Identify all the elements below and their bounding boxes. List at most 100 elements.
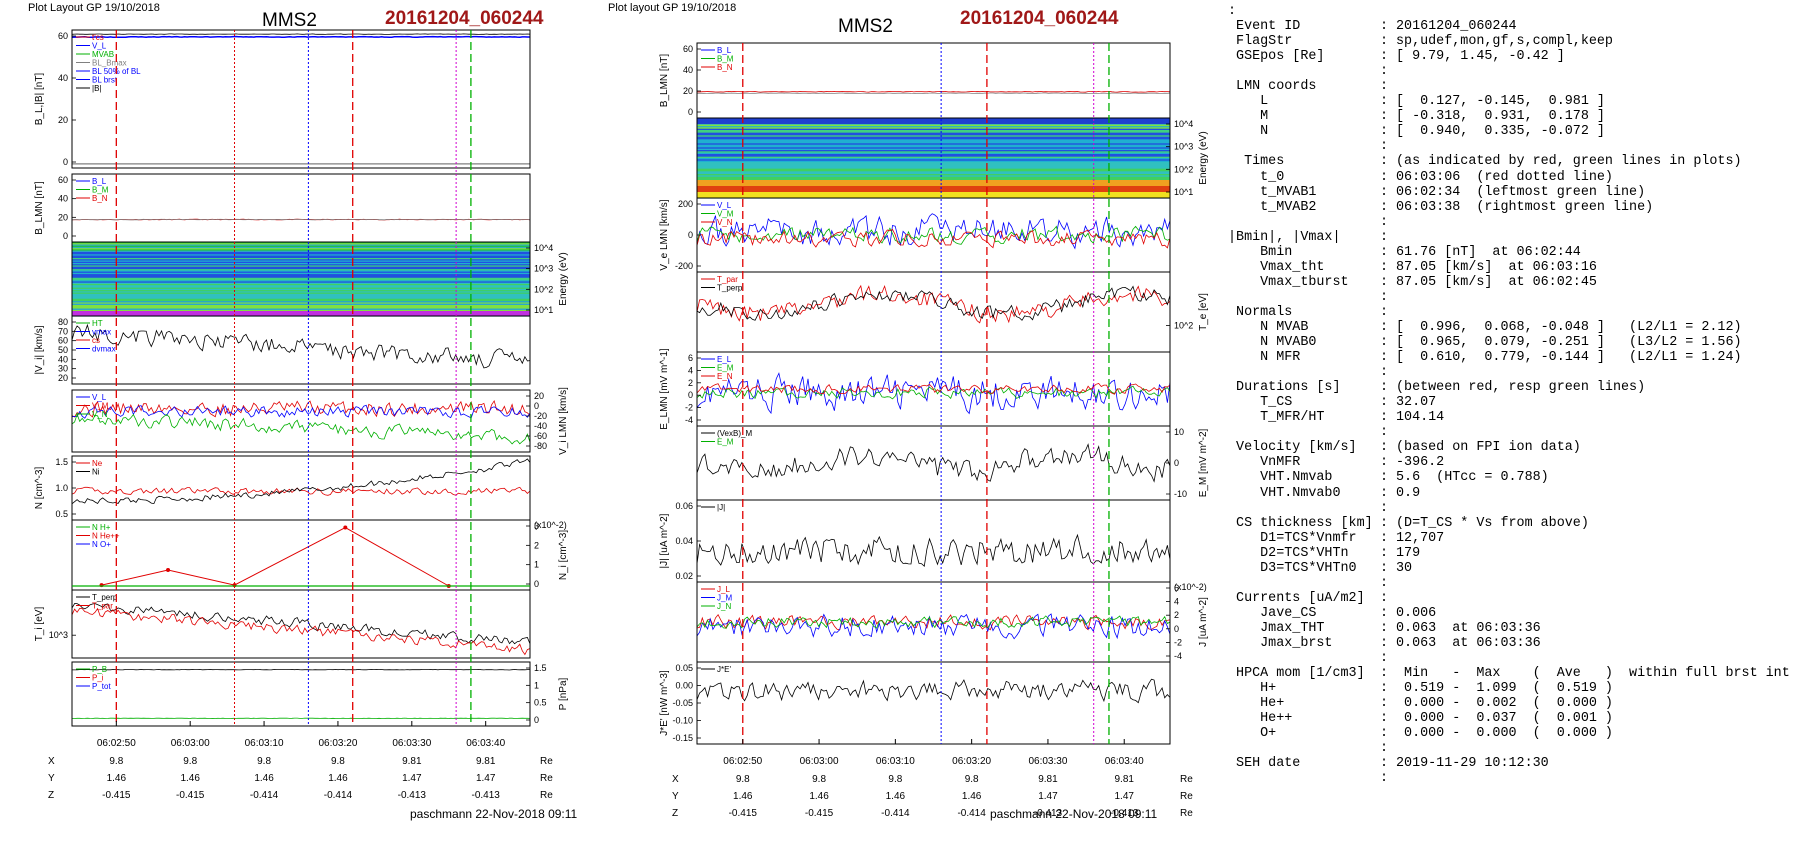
right-layout-label: Plot layout GP 19/10/2018 — [608, 2, 737, 14]
y-tick-label: -20 — [534, 411, 547, 421]
info-row: Event ID:20161204_060244 — [1228, 19, 1790, 34]
orbit-value: 9.81 — [1038, 774, 1058, 785]
legend-entry: E_M — [717, 364, 734, 373]
info-row: : — [1228, 771, 1790, 786]
info-key: D3=TCS*VHTn0 — [1228, 560, 1357, 576]
series-line — [71, 603, 531, 645]
legend-entry: V_L — [92, 42, 107, 51]
y-tick-label: 1 — [534, 560, 539, 570]
spectrogram-band — [72, 295, 530, 297]
spectrogram-band — [72, 271, 530, 274]
legend-entry: (VexB)_M — [717, 429, 752, 438]
legend-entry: T_par — [92, 602, 113, 611]
legend-entry: BL brst — [92, 76, 118, 85]
legend-entry: T_perp — [92, 593, 118, 602]
spectrogram-band — [72, 270, 530, 273]
legend-entry: Ne — [92, 459, 103, 468]
y-axis-label: B_LMN [nT] — [34, 181, 45, 235]
y-tick-label: -0.05 — [672, 698, 693, 708]
info-row: T_CS:32.07 — [1228, 395, 1790, 410]
spectrogram-band — [697, 147, 1170, 150]
info-colon: : — [1380, 756, 1389, 772]
info-row: N MFR: [ 0.610, 0.779, -0.144 ] (L2/L1 = … — [1228, 350, 1790, 365]
y-tick-label: 0 — [63, 157, 68, 167]
info-key: SEH date — [1228, 756, 1301, 772]
info-value: 0.9 — [1396, 485, 1421, 501]
info-colon: : — [1380, 49, 1389, 65]
info-key: Velocity [km/s] — [1228, 440, 1357, 456]
panel-frame — [71, 661, 531, 727]
info-row: CS thickness [km]: (D=T_CS * Vs from abov… — [1228, 516, 1790, 531]
spectrogram-band — [697, 158, 1170, 160]
spectrogram-band — [697, 128, 1170, 131]
info-colon: : — [1380, 605, 1389, 621]
spectrogram-band — [697, 143, 1170, 146]
orbit-value: 1.46 — [107, 773, 127, 784]
spectrogram-band — [697, 192, 1170, 198]
spectrogram-band — [72, 309, 530, 312]
info-row: T_MFR/HT:104.14 — [1228, 410, 1790, 425]
spectrogram-band — [697, 166, 1170, 168]
legend-entry: B_L — [92, 177, 107, 186]
series-line — [696, 678, 1171, 704]
info-colon: : — [1380, 64, 1389, 80]
spectrogram-band — [72, 275, 530, 278]
info-colon: : — [1380, 590, 1389, 606]
spectrogram-band — [72, 299, 530, 302]
orbit-value: 9.81 — [402, 756, 422, 767]
spectrogram-band — [72, 286, 530, 289]
y-tick-label: 4 — [1174, 597, 1179, 607]
series-line — [72, 717, 531, 720]
info-key: N MFR — [1228, 350, 1301, 366]
y-tick-label: 1.5 — [55, 457, 68, 467]
legend-entry: MVAB — [92, 50, 114, 59]
info-key: He+ — [1228, 696, 1285, 712]
orbit-value: -0.414 — [250, 790, 279, 801]
event-info-panel: : Event ID:20161204_060244 FlagStr: sp,ud… — [1228, 4, 1790, 786]
spectrogram-band — [72, 246, 530, 249]
info-colon: : — [1380, 681, 1389, 697]
spectrogram-band — [697, 171, 1170, 174]
info-row: H+: 0.519 - 1.099 ( 0.519 ) — [1228, 681, 1790, 696]
legend-entry: vmax — [92, 328, 111, 337]
x-tick-label: 06:03:30 — [1028, 756, 1067, 767]
info-colon: : — [1380, 500, 1389, 516]
spectrogram-band — [72, 307, 530, 310]
spectrogram-band — [697, 180, 1170, 186]
info-colon: : — [1380, 771, 1389, 787]
orbit-value: -0.413 — [1034, 808, 1063, 819]
info-key: CS thickness [km] — [1228, 515, 1373, 531]
spectrogram-band — [72, 242, 530, 244]
panel: 10^4 10^3 10^2 10^1 Energy (eV) — [696, 117, 1209, 199]
y-axis-label: Energy (eV) — [1198, 131, 1209, 184]
info-row: |Bmin|, |Vmax|: — [1228, 230, 1790, 245]
info-colon: : — [1380, 515, 1389, 531]
orbit-value: -0.415 — [102, 790, 131, 801]
x-tick-label: 06:03:20 — [318, 738, 357, 749]
y-tick-label: 30 — [58, 364, 68, 374]
spectrogram-band — [72, 244, 530, 247]
info-value: [ 0.940, 0.335, -0.072 ] — [1396, 124, 1605, 140]
series-line — [696, 383, 1171, 395]
spectrogram-band — [697, 118, 1170, 124]
legend-entry: E_M — [717, 438, 734, 447]
info-colon: : — [1380, 154, 1389, 170]
info-colon: : — [1380, 139, 1389, 155]
spectrogram-band — [72, 254, 530, 257]
spectrogram-band — [72, 258, 530, 260]
info-row: N MVAB0: [ 0.965, 0.079, -0.251 ] (L3/L2 … — [1228, 335, 1790, 350]
y-tick-label: 0 — [1174, 624, 1179, 634]
y-axis-label: J*E' [nW m^-3] — [659, 670, 670, 736]
legend-entry: t'cs — [92, 33, 104, 42]
info-key: Jmax_THT — [1228, 620, 1325, 636]
info-value: 0.000 - 0.037 ( 0.001 ) — [1396, 711, 1613, 727]
y-tick-label: 2 — [1174, 610, 1179, 620]
y-tick-label: 10^3 — [1174, 142, 1193, 152]
series-line — [101, 526, 449, 587]
spectrogram-band — [697, 150, 1170, 152]
orbit-row-label: X — [672, 774, 679, 785]
y-axis-label: V_e LMN [km/s] — [659, 199, 670, 270]
